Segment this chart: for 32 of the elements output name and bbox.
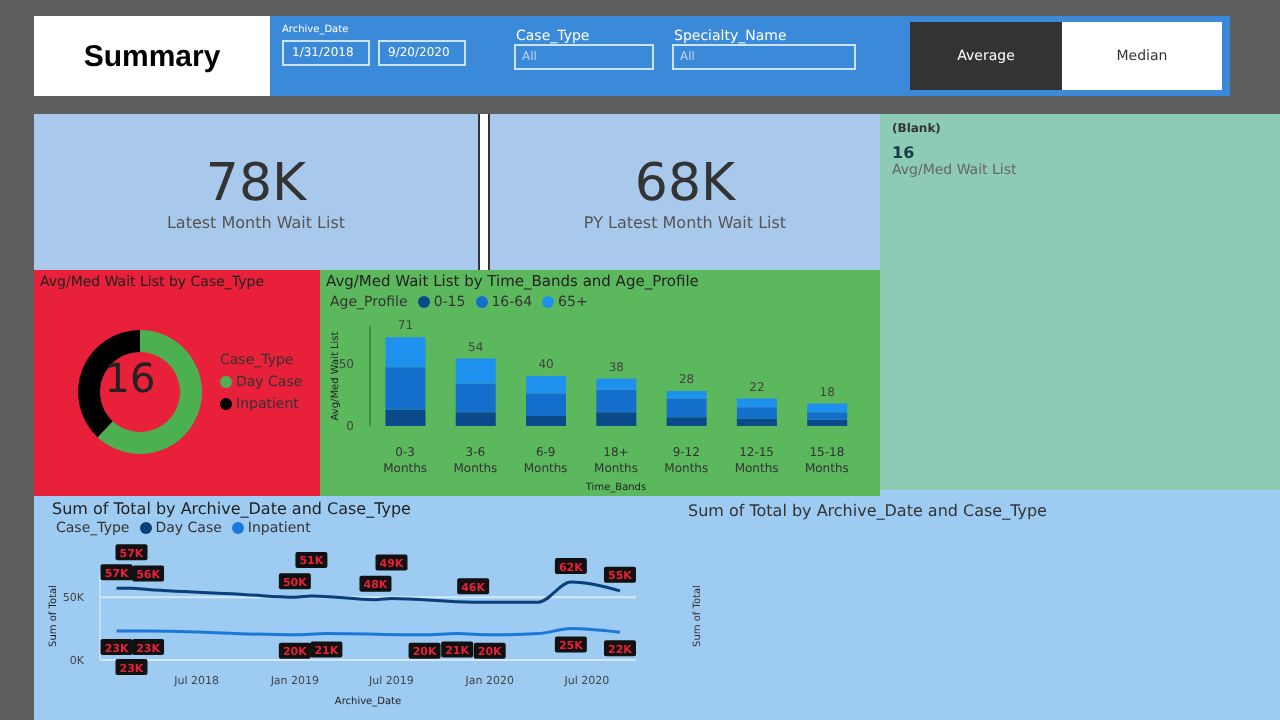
bar [807, 412, 848, 420]
donut-slice [97, 330, 202, 454]
text: Latest Month Wait List [166, 213, 346, 231]
chart-title: Sum of Total by Archive_Date and Case_Type [50, 500, 413, 518]
bar [807, 403, 848, 413]
bar [455, 358, 496, 384]
bar [385, 409, 426, 426]
text: 16 [102, 354, 158, 402]
text: PY Latest Month Wait List [583, 213, 787, 231]
bar [596, 389, 637, 413]
bar [596, 412, 637, 426]
bar [596, 378, 637, 390]
text: 16 [892, 144, 917, 162]
bar [666, 398, 707, 418]
bar [526, 393, 567, 416]
line-series [115, 580, 622, 604]
bar [385, 337, 426, 368]
bar [807, 419, 848, 426]
bar [736, 418, 777, 426]
text: Sum of Total by Archive_Date and Case_Type [686, 500, 1049, 524]
bar [736, 407, 777, 419]
bar [526, 416, 567, 426]
text: 68K [634, 153, 736, 213]
bar [666, 391, 707, 399]
text: Summary [34, 16, 270, 96]
bar [526, 376, 567, 394]
bar [385, 367, 426, 410]
bar [455, 412, 496, 426]
bar [736, 398, 777, 408]
bar [455, 383, 496, 413]
bar [666, 417, 707, 426]
text: 78K [205, 153, 307, 213]
